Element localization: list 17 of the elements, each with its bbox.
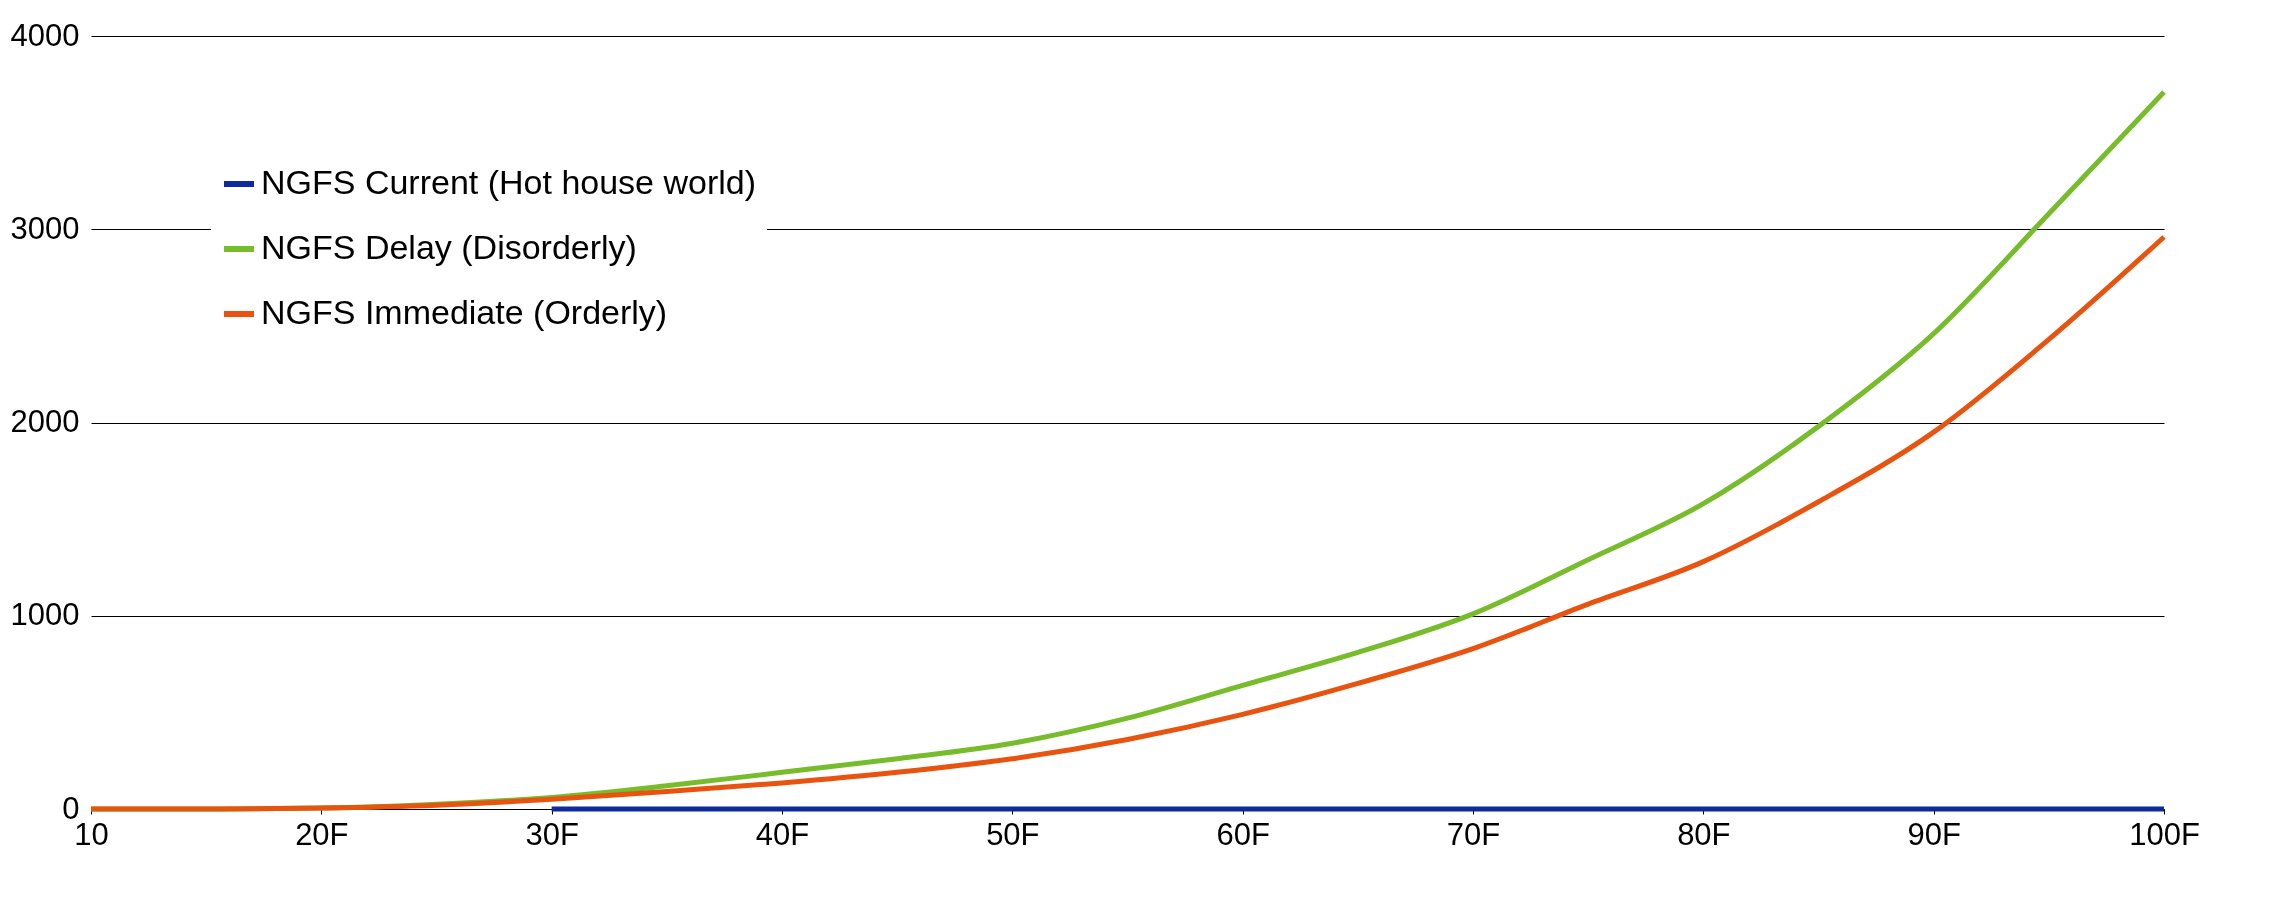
legend-label: NGFS Delay (Disorderly) <box>261 228 637 266</box>
y-tick-label: 1000 <box>10 597 80 633</box>
x-tick-label: 60F <box>1216 816 1270 852</box>
legend-label: NGFS Current (Hot house world) <box>261 163 757 201</box>
legend-label: NGFS Immediate (Orderly) <box>261 293 668 331</box>
x-tick-label: 40F <box>755 816 810 852</box>
x-tick-label: 20F <box>295 816 349 852</box>
y-tick-label: 0 <box>62 790 80 826</box>
x-tick-label: 90F <box>1907 816 1961 852</box>
x-tick-label: 100F <box>2129 816 2200 852</box>
y-tick-label: 3000 <box>10 210 80 246</box>
y-tick-label: 2000 <box>10 404 80 439</box>
x-tick-label: 80F <box>1677 816 1731 852</box>
x-tick-label: 70F <box>1446 816 1501 852</box>
x-tick-label: 50F <box>986 816 1040 852</box>
x-tick-label: 30F <box>525 816 579 852</box>
y-tick-label: 4000 <box>10 17 80 53</box>
